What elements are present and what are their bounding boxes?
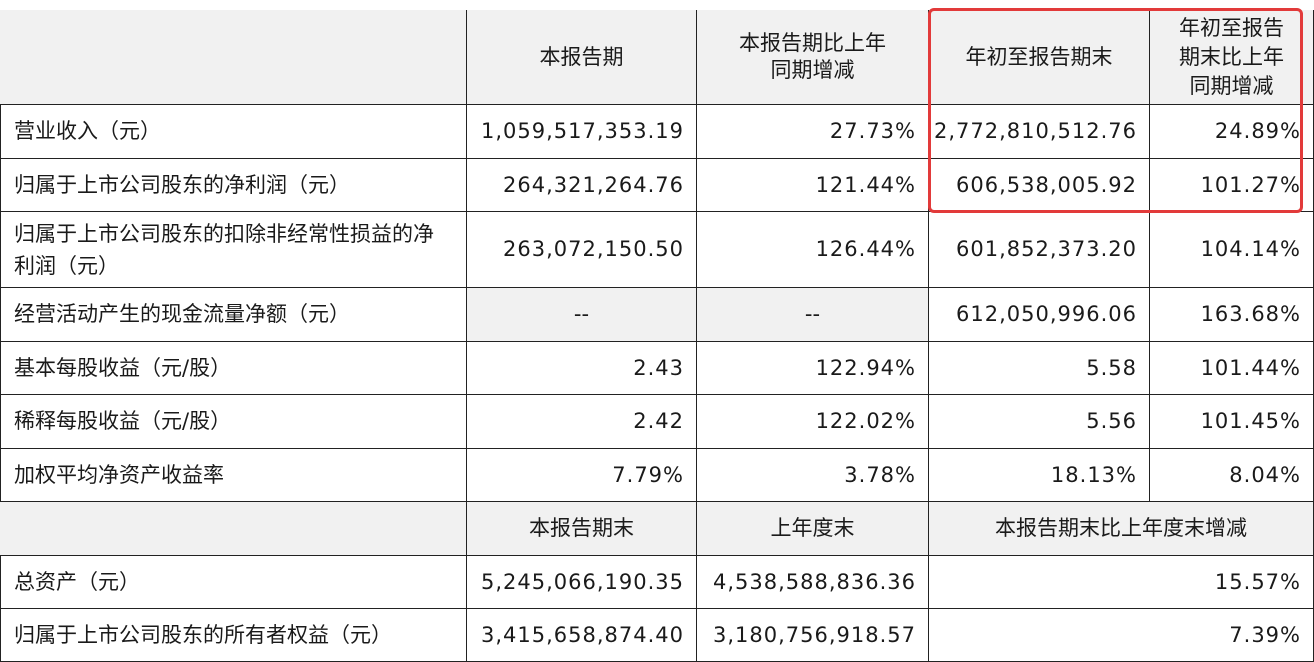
cell-value: 1,059,517,353.19 <box>467 105 697 159</box>
cell-value: 2,772,810,512.76 <box>929 105 1150 159</box>
row-label: 总资产（元） <box>0 556 467 609</box>
row-label: 营业收入（元） <box>0 105 467 159</box>
header-row: 本报告期 本报告期比上年同期增减 年初至报告期末 年初至报告期末比上年同期增减 <box>0 10 1314 105</box>
cell-value: 8.04% <box>1150 449 1314 502</box>
cell-value: 263,072,150.50 <box>467 212 697 288</box>
table-row: 经营活动产生的现金流量净额（元） -- -- 612,050,996.06 16… <box>0 288 1314 342</box>
cell-value: 126.44% <box>697 212 929 288</box>
row-label: 归属于上市公司股东的扣除非经常性损益的净利润（元） <box>0 212 467 288</box>
cell-value: 3,415,658,874.40 <box>467 609 697 662</box>
row-label: 加权平均净资产收益率 <box>0 449 467 502</box>
cell-value: 101.45% <box>1150 395 1314 449</box>
cell-value: 24.89% <box>1150 105 1314 159</box>
cell-value: 27.73% <box>697 105 929 159</box>
header-period-end: 本报告期末 <box>467 502 697 556</box>
header-period-end-change: 本报告期末比上年度末增减 <box>929 502 1314 556</box>
cell-value: 121.44% <box>697 159 929 212</box>
table-row: 稀释每股收益（元/股） 2.42 122.02% 5.56 101.45% <box>0 395 1314 449</box>
row-label: 稀释每股收益（元/股） <box>0 395 467 449</box>
cell-value: 15.57% <box>929 556 1314 609</box>
table-row: 基本每股收益（元/股） 2.43 122.94% 5.58 101.44% <box>0 342 1314 395</box>
cell-value: 3.78% <box>697 449 929 502</box>
cell-value: -- <box>467 288 697 342</box>
cell-value: 2.43 <box>467 342 697 395</box>
cell-value: 5.56 <box>929 395 1150 449</box>
table-row: 总资产（元） 5,245,066,190.35 4,538,588,836.36… <box>0 556 1314 609</box>
table-left-border <box>0 10 1 662</box>
cell-value: 601,852,373.20 <box>929 212 1150 288</box>
cell-value: 606,538,005.92 <box>929 159 1150 212</box>
header-prior-year-end: 上年度末 <box>697 502 929 556</box>
cell-value: 122.02% <box>697 395 929 449</box>
cell-value: 18.13% <box>929 449 1150 502</box>
cell-value: 4,538,588,836.36 <box>697 556 929 609</box>
cell-value: 101.27% <box>1150 159 1314 212</box>
cell-value: 101.44% <box>1150 342 1314 395</box>
cell-value: 5,245,066,190.35 <box>467 556 697 609</box>
table-row: 加权平均净资产收益率 7.79% 3.78% 18.13% 8.04% <box>0 449 1314 502</box>
cell-value: 5.58 <box>929 342 1150 395</box>
cell-value: 7.39% <box>929 609 1314 662</box>
header-ytd: 年初至报告期末 <box>929 10 1150 105</box>
cell-value: 264,321,264.76 <box>467 159 697 212</box>
cell-value: 3,180,756,918.57 <box>697 609 929 662</box>
table-row: 归属于上市公司股东的净利润（元） 264,321,264.76 121.44% … <box>0 159 1314 212</box>
row-label: 经营活动产生的现金流量净额（元） <box>0 288 467 342</box>
cell-value: 104.14% <box>1150 212 1314 288</box>
cell-value: -- <box>697 288 929 342</box>
cell-value: 163.68% <box>1150 288 1314 342</box>
table-row: 营业收入（元） 1,059,517,353.19 27.73% 2,772,81… <box>0 105 1314 159</box>
row-label: 归属于上市公司股东的净利润（元） <box>0 159 467 212</box>
row-label: 基本每股收益（元/股） <box>0 342 467 395</box>
header-empty-cell <box>0 502 467 556</box>
table-row: 归属于上市公司股东的扣除非经常性损益的净利润（元） 263,072,150.50… <box>0 212 1314 288</box>
cell-value: 2.42 <box>467 395 697 449</box>
header-current-period-change: 本报告期比上年同期增减 <box>697 10 929 105</box>
cell-value: 612,050,996.06 <box>929 288 1150 342</box>
row-label: 归属于上市公司股东的所有者权益（元） <box>0 609 467 662</box>
header-current-period: 本报告期 <box>467 10 697 105</box>
cell-value: 122.94% <box>697 342 929 395</box>
header-ytd-change: 年初至报告期末比上年同期增减 <box>1150 10 1314 105</box>
cell-value: 7.79% <box>467 449 697 502</box>
header-row-2: 本报告期末 上年度末 本报告期末比上年度末增减 <box>0 502 1314 556</box>
header-empty-cell <box>0 10 467 105</box>
table-row: 归属于上市公司股东的所有者权益（元） 3,415,658,874.40 3,18… <box>0 609 1314 662</box>
